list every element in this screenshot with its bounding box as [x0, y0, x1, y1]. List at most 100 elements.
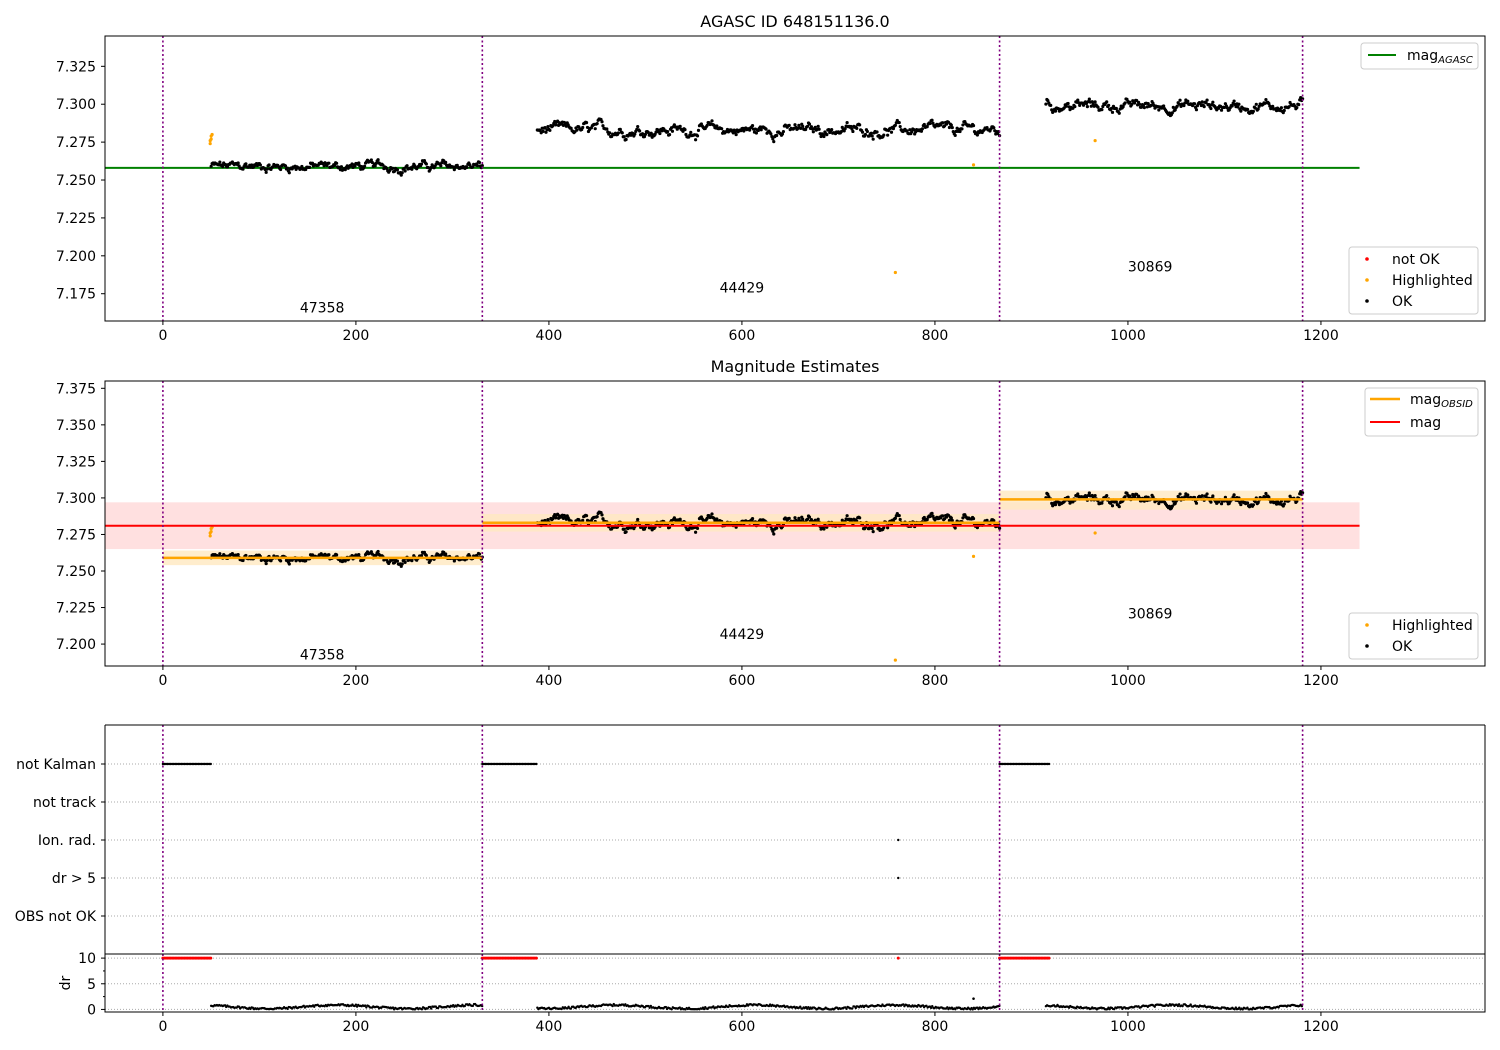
flag-label: not track: [33, 795, 97, 811]
ok-point: [1230, 104, 1234, 108]
ok-point: [584, 121, 589, 125]
ok-point: [1128, 100, 1132, 104]
ok-point: [849, 517, 853, 521]
ok-point: [1053, 502, 1058, 507]
ok-point: [759, 128, 763, 132]
ok-point: [694, 138, 698, 142]
ok-point: [1253, 106, 1257, 110]
ok-point: [1209, 106, 1213, 111]
p2-xtick-label: 200: [343, 673, 370, 689]
dr-point: [670, 1008, 673, 1011]
p2-xtick-label: 400: [536, 673, 563, 689]
ok-point: [689, 130, 693, 134]
ok-point: [960, 127, 964, 131]
ok-point: [1236, 105, 1240, 109]
p1-ytick-label: 7.300: [56, 97, 96, 113]
ok-point: [780, 132, 785, 136]
ok-point: [1105, 494, 1109, 498]
dr-point: [648, 1006, 651, 1009]
ok-point: [822, 134, 826, 139]
dr-ytick-label: 5: [87, 977, 96, 993]
ok-point: [264, 170, 268, 174]
ok-point: [1076, 492, 1080, 496]
ok-point: [400, 562, 404, 566]
ok-point: [816, 517, 820, 521]
ok-point: [405, 164, 409, 168]
ok-point: [633, 132, 637, 136]
dr-point: [647, 1004, 650, 1008]
ok-point: [323, 552, 327, 556]
highlighted-point: [1093, 139, 1097, 143]
panel-2-title: Magnitude Estimates: [711, 357, 880, 376]
ok-point: [1109, 106, 1114, 111]
ok-point: [1246, 501, 1250, 505]
ok-point: [1267, 101, 1271, 106]
ok-point: [376, 549, 380, 554]
ok-point: [624, 530, 628, 534]
ok-point: [1107, 103, 1111, 107]
p2-xtick-label: 1000: [1110, 673, 1146, 689]
ok-point: [593, 127, 597, 131]
p1-ytick-label: 7.275: [56, 135, 96, 151]
ok-point: [971, 124, 976, 128]
p2-frame: [104, 380, 1486, 667]
panel-flags: not Kalman not track Ion. rad. dr > 5 OBS no…: [15, 724, 1486, 954]
ok-point: [1239, 502, 1243, 507]
dr-outlier-point: [972, 997, 975, 1000]
ok-point: [287, 171, 291, 175]
ok-point: [1100, 107, 1104, 112]
ok-point: [1264, 98, 1268, 102]
ok-point: [622, 135, 626, 139]
ok-point: [1295, 106, 1299, 110]
ok-point: [658, 131, 662, 136]
legend-mag-obsid-sub: OBSID: [1441, 399, 1473, 410]
ok-point: [403, 560, 407, 564]
ok-point: [373, 164, 377, 168]
ok-point: [1186, 493, 1190, 497]
dr-point: [286, 1007, 289, 1011]
ok-point: [799, 126, 803, 131]
flag-point: [897, 876, 900, 880]
ok-point: [1178, 98, 1182, 102]
ok-point: [1170, 504, 1174, 508]
ok-point: [287, 562, 291, 566]
ok-point: [221, 165, 225, 169]
dr-point: [429, 1007, 433, 1010]
p2-ytick-label: 7.300: [56, 491, 96, 507]
ok-point: [893, 516, 897, 520]
ok-point: [1186, 99, 1190, 103]
ok-point: [830, 127, 834, 132]
ok-point: [1194, 501, 1199, 505]
ok-point: [1157, 108, 1161, 112]
ok-point: [865, 129, 869, 134]
ok-point: [1073, 104, 1077, 109]
ok-point: [949, 123, 953, 127]
ok-point: [678, 517, 682, 521]
ok-point: [811, 130, 815, 134]
ok-point: [928, 121, 932, 126]
ok-point: [1246, 107, 1250, 112]
p2-ytick-label: 7.225: [56, 601, 96, 617]
ok-point: [1254, 102, 1258, 106]
p1-ytick-label: 7.200: [56, 249, 96, 265]
dr-point: [1153, 1005, 1156, 1008]
ok-point: [395, 559, 400, 563]
legend-status-2: [1348, 612, 1479, 660]
legend-highlighted-label: Highlighted: [1392, 273, 1473, 289]
ok-point: [997, 526, 1002, 530]
dr-clipped-point: [534, 956, 538, 960]
flag-label: dr > 5: [52, 871, 96, 887]
p1-xtick-label: 600: [729, 328, 756, 344]
ok-point: [801, 124, 805, 128]
p2-xtick-label: 0: [158, 673, 167, 689]
ok-point: [327, 553, 331, 557]
dr-point: [428, 1005, 432, 1009]
ok-point: [851, 129, 855, 134]
ok-point: [845, 121, 849, 125]
ok-point: [696, 128, 701, 132]
ok-point: [477, 160, 482, 165]
ok-point: [244, 553, 248, 558]
ok-point: [1093, 494, 1097, 498]
ok-point: [855, 126, 859, 130]
ok-point: [1177, 102, 1181, 106]
